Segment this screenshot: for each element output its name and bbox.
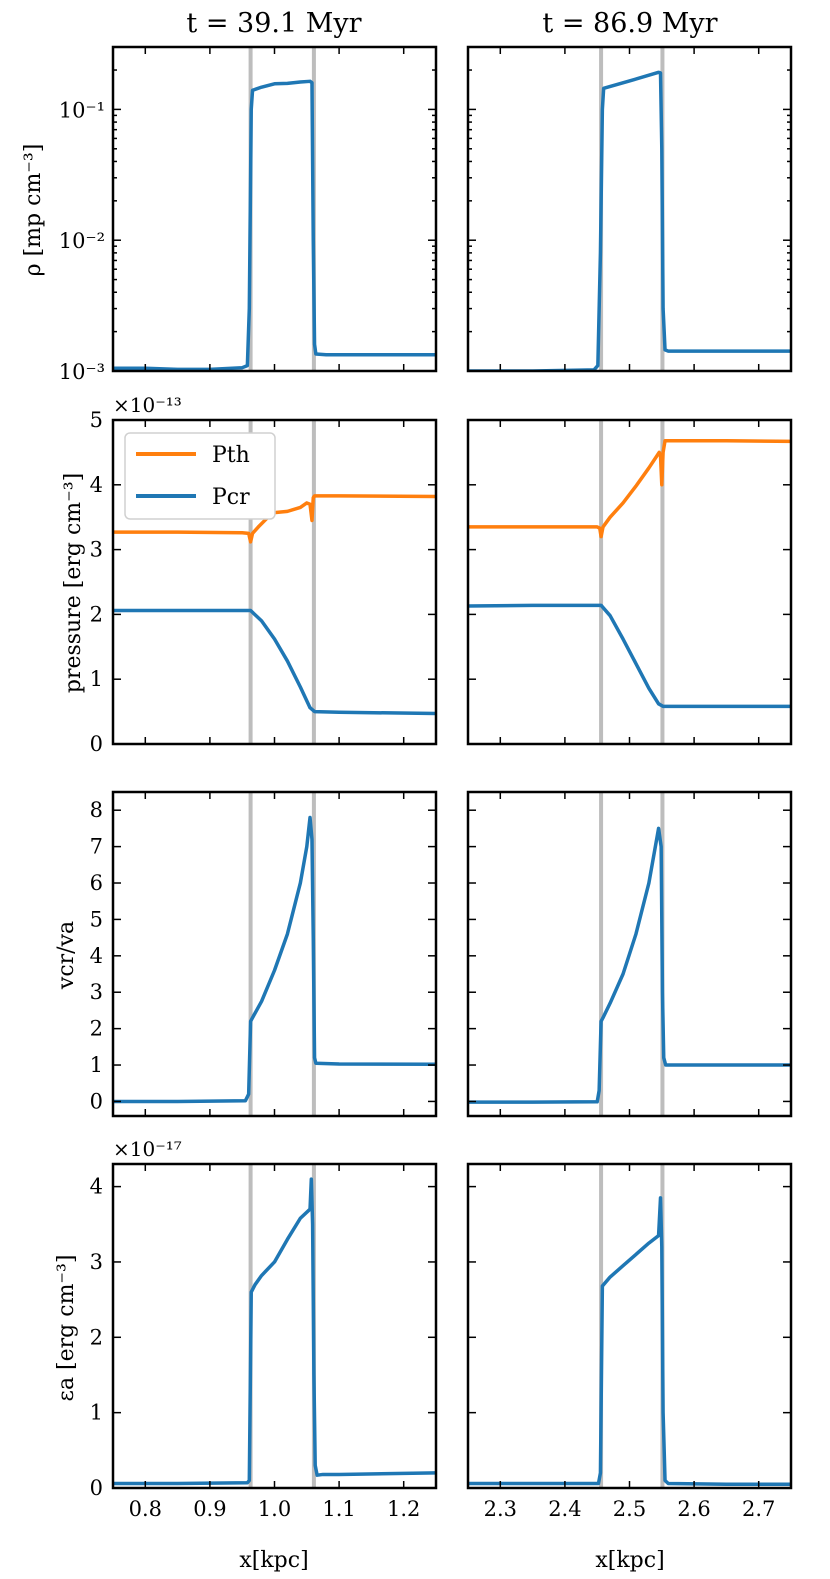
- panel-alfven-energy-left: 0.8 0.9 1.0 1.1 1.2 0 1 2 3 4: [90, 1162, 438, 1521]
- y-tick-label: 10⁻³: [59, 360, 105, 384]
- series-line-eps-a: [113, 1177, 436, 1486]
- x-tick-label: 0.9: [193, 1497, 226, 1521]
- y-tick-label: 7: [90, 835, 103, 859]
- y-tick-label: 10⁻²: [59, 229, 105, 253]
- y-tick-label: 5: [90, 408, 103, 432]
- x-tick-label: 0.8: [129, 1497, 162, 1521]
- x-tick-label: 2.4: [548, 1497, 581, 1521]
- axes-frame: [111, 1162, 438, 1490]
- column-title-right: t = 86.9 Myr: [542, 8, 717, 39]
- series-line-rho: [468, 70, 791, 371]
- pressure-multiplier: ×10⁻¹³: [113, 393, 182, 417]
- x-tick-label: 2.3: [484, 1497, 517, 1521]
- x-tick-label: 2.6: [677, 1497, 710, 1521]
- xlabel-left: x[kpc]: [239, 1548, 308, 1573]
- series-line-pcr: [468, 603, 791, 709]
- axes-frame: [466, 418, 793, 746]
- y-tick-label: 3: [90, 980, 103, 1004]
- panel-pressure-right: [466, 418, 793, 746]
- legend: Pth Pcr: [124, 432, 276, 520]
- x-tick-label: 2.7: [742, 1497, 775, 1521]
- column-title-left: t = 39.1 Myr: [186, 8, 361, 39]
- y-tick-label: 4: [90, 1175, 103, 1199]
- y-tick-label: 4: [90, 944, 103, 968]
- y-tick-label: 0: [90, 1476, 103, 1500]
- y-tick-label: 10⁻¹: [59, 98, 105, 122]
- ylabel-density: ρ [mp cm⁻³]: [21, 144, 46, 277]
- y-tick-label: 1: [90, 667, 103, 691]
- y-tick-label: 2: [90, 1017, 103, 1041]
- series-line-rho: [113, 79, 436, 371]
- legend-frame: [124, 432, 276, 520]
- series-line-pth: [113, 494, 436, 544]
- axes-frame: [466, 1162, 793, 1490]
- y-tick-label: 3: [90, 1250, 103, 1274]
- y-tick-label: 0: [90, 732, 103, 756]
- axes-frame: [111, 790, 438, 1118]
- y-tick-label: 8: [90, 798, 103, 822]
- alfven-energy-multiplier: ×10⁻¹⁷: [113, 1137, 182, 1161]
- y-tick-label: 2: [90, 602, 103, 626]
- y-tick-label: 1: [90, 1053, 103, 1077]
- y-tick-label: 2: [90, 1325, 103, 1349]
- panel-alfven-energy-right: 2.3 2.4 2.5 2.6 2.7: [466, 1162, 793, 1521]
- ylabel-pressure: pressure [erg cm⁻³]: [61, 473, 86, 693]
- x-tick-label: 2.5: [613, 1497, 646, 1521]
- panel-velocity-ratio-left: 0 1 2 3 4 5 6 7 8: [90, 790, 438, 1118]
- xlabel-right: x[kpc]: [595, 1548, 664, 1573]
- series-line-vcr-va: [468, 826, 791, 1104]
- x-tick-label: 1.1: [322, 1497, 355, 1521]
- panel-density-right: [466, 45, 793, 373]
- ylabel-velocity-ratio: vcr/va: [54, 921, 79, 990]
- legend-label-pcr: Pcr: [212, 485, 250, 510]
- ylabel-alfven-energy: εa [erg cm⁻³]: [54, 1255, 79, 1402]
- series-line-pcr: [113, 608, 436, 716]
- legend-label-pth: Pth: [212, 443, 250, 468]
- y-tick-label: 3: [90, 538, 103, 562]
- axes-frame: [111, 45, 438, 373]
- y-tick-label: 5: [90, 907, 103, 931]
- axes-frame: [466, 45, 793, 373]
- series-line-pth: [468, 438, 791, 539]
- y-tick-label: 1: [90, 1401, 103, 1425]
- panel-density-left: 10⁻³ 10⁻² 10⁻¹: [59, 45, 438, 384]
- y-tick-label: 0: [90, 1089, 103, 1113]
- y-tick-label: 4: [90, 473, 103, 497]
- panel-velocity-ratio-right: [466, 790, 793, 1118]
- x-tick-label: 1.2: [387, 1497, 420, 1521]
- series-line-vcr-va: [113, 815, 436, 1104]
- series-line-eps-a: [468, 1196, 791, 1486]
- x-tick-label: 1.0: [258, 1497, 291, 1521]
- y-tick-label: 6: [90, 871, 103, 895]
